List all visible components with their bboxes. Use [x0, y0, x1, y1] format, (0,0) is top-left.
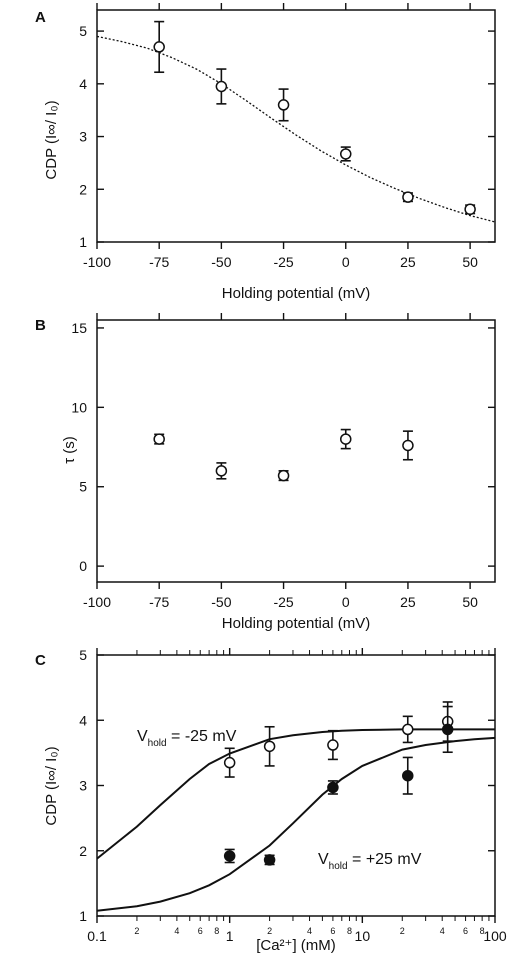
panel-c-data-point-series-2 [443, 724, 453, 734]
panel-b-data-point [279, 471, 289, 481]
panel-b-data-point [341, 434, 351, 444]
panel-a-xtick-label: 0 [342, 254, 350, 270]
panel-c-fit-curve-2 [97, 738, 495, 911]
panel-a-data-point [216, 81, 226, 91]
panel-c-minor-xtick-label: 6 [463, 926, 468, 936]
panel-c-minor-xtick-label: 6 [330, 926, 335, 936]
panel-b: B τ (s) Holding potential (mV) 0 5 10 15 -10… [35, 313, 495, 632]
panel-a-ytick-label: 3 [79, 129, 87, 145]
panel-c-xtick-label: 0.1 [87, 928, 107, 944]
panel-a-xtick-label: -75 [149, 254, 169, 270]
panel-a-xtick-label: 50 [462, 254, 478, 270]
panel-a-ylabel: CDP (I∞/ I₀) [43, 100, 60, 179]
panel-c-ytick-label: 4 [79, 712, 87, 728]
panel-c-xlabel: [Ca²⁺] (mM) [256, 937, 336, 954]
panel-c-ytick-label: 1 [79, 908, 87, 924]
panel-b-xtick-label: 0 [342, 594, 350, 610]
panel-b-xtick-label: -75 [149, 594, 169, 610]
panel-a-data-point [279, 100, 289, 110]
panel-c-ytick-label: 5 [79, 647, 87, 663]
panel-b-ytick-label: 5 [79, 479, 87, 495]
panel-b-data-point [154, 434, 164, 444]
panel-c-minor-xtick-label: 8 [480, 926, 485, 936]
panel-c-ytick-label: 2 [79, 843, 87, 859]
panel-b-plot: 0 5 10 15 -100 -75 -50 -25 0 25 50 [71, 313, 495, 610]
annotation-vhold-minus-25: Vhold = -25 mV [137, 728, 237, 749]
panel-a-ytick-label: 1 [79, 234, 87, 250]
panel-a-plot: 1 2 3 4 5 -100 -75 -50 -25 0 25 50 [79, 3, 495, 270]
panel-a-ytick-label: 2 [79, 181, 87, 197]
panel-c-data-point-series-1 [328, 740, 338, 750]
panel-b-xtick-label: -25 [273, 594, 293, 610]
panel-b-ytick-label: 15 [71, 320, 87, 336]
panel-b-ylabel: τ (s) [61, 436, 78, 464]
panel-c-minor-xtick-label: 4 [440, 926, 445, 936]
panel-b-ytick-label: 0 [79, 558, 87, 574]
panel-c-minor-xtick-label: 2 [134, 926, 139, 936]
panel-a-fit-curve-1 [97, 36, 495, 222]
panel-a-ytick-label: 5 [79, 23, 87, 39]
panel-a-data-point [154, 42, 164, 52]
panel-c-frame [97, 655, 495, 916]
panel-b-xtick-label: 25 [400, 594, 416, 610]
panel-c-minor-xtick-label: 8 [214, 926, 219, 936]
panel-a-ytick-label: 4 [79, 76, 87, 92]
panel-c-minor-xtick-label: 2 [267, 926, 272, 936]
panel-c-ylabel: CDP (I∞/ I₀) [43, 746, 60, 825]
panel-b-xtick-label: -100 [83, 594, 111, 610]
panel-a-data-point [403, 192, 413, 202]
panel-c-minor-xtick-label: 2 [400, 926, 405, 936]
panel-c-data-point-series-2 [265, 855, 275, 865]
panel-b-data-point [403, 440, 413, 450]
panel-b-label: B [35, 317, 46, 334]
panel-a-xtick-label: -100 [83, 254, 111, 270]
panel-b-ytick-label: 10 [71, 399, 87, 415]
panel-c-data-point-series-1 [403, 724, 413, 734]
panel-b-xlabel: Holding potential (mV) [222, 615, 370, 632]
panel-c-data-point-series-2 [328, 782, 338, 792]
panel-b-frame [97, 320, 495, 582]
panel-b-data-point [216, 466, 226, 476]
annotation-vhold-plus-25: Vhold = +25 mV [318, 851, 422, 872]
panel-c-minor-xtick-label: 4 [174, 926, 179, 936]
panel-a-xlabel: Holding potential (mV) [222, 285, 370, 302]
panel-a-data-point [341, 149, 351, 159]
panel-a-data-point [465, 204, 475, 214]
panel-b-xtick-label: 50 [462, 594, 478, 610]
panel-c-xtick-label: 100 [483, 928, 507, 944]
panel-c-label: C [35, 652, 46, 669]
panel-a-label: A [35, 9, 46, 26]
panel-a-xtick-label: 25 [400, 254, 416, 270]
panel-c-data-point-series-2 [225, 851, 235, 861]
panel-c-data-point-series-2 [403, 771, 413, 781]
panel-c-xtick-label: 10 [355, 928, 371, 944]
panel-c-minor-xtick-label: 4 [307, 926, 312, 936]
panel-a-xtick-label: -25 [273, 254, 293, 270]
panel-c-data-point-series-1 [265, 741, 275, 751]
panel-a: A CDP (I∞/ I₀) Holding potential (mV) 1 2… [35, 3, 495, 302]
panel-b-xtick-label: -50 [211, 594, 231, 610]
panel-c-data-point-series-1 [225, 758, 235, 768]
panel-c-minor-xtick-label: 8 [347, 926, 352, 936]
panel-a-xtick-label: -50 [211, 254, 231, 270]
panel-c-minor-xtick-label: 6 [198, 926, 203, 936]
panel-c-ytick-label: 3 [79, 778, 87, 794]
panel-c-xtick-label: 1 [226, 928, 234, 944]
